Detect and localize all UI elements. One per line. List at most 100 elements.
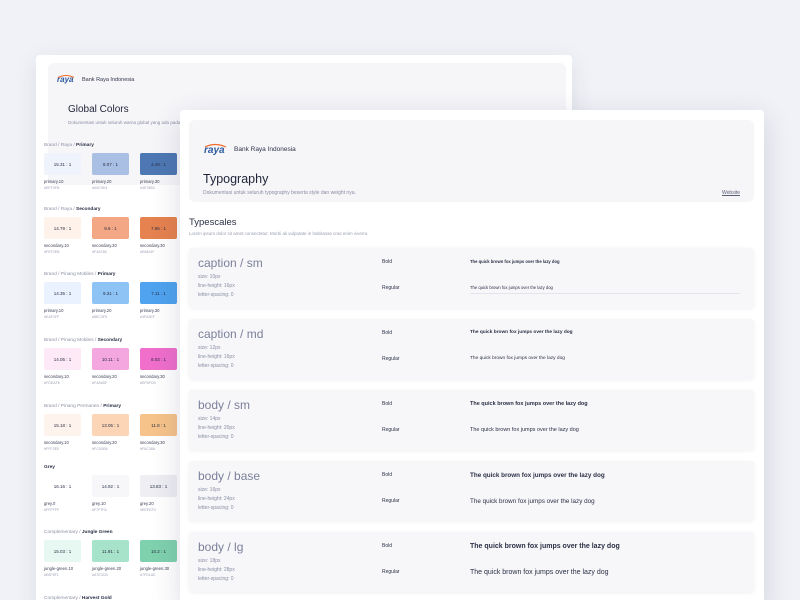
section-path: Complementary / bbox=[44, 530, 82, 535]
raya-logo: raya bbox=[57, 75, 75, 84]
sample-text-bold: The quick brown fox jumps over the lazy … bbox=[470, 401, 588, 407]
swatch-contrast-ratio: 10.11 : 1 bbox=[92, 348, 129, 370]
swatch-contrast-ratio: 16.16 : 1 bbox=[44, 475, 81, 497]
color-section: Grey 16.16 : 1 grey.0 #FFFFFF 14.92 : 1 grey.… bbox=[44, 465, 224, 512]
color-swatch[interactable]: 15.03 : 1 jungle-green.10 #E6F8F1 bbox=[44, 540, 81, 577]
svg-text:raya: raya bbox=[57, 75, 74, 84]
swatch-contrast-ratio: 4.49 : 1 bbox=[140, 153, 177, 175]
color-swatch[interactable]: 16.16 : 1 grey.0 #FFFFFF bbox=[44, 475, 81, 512]
swatch-contrast-ratio: 13.05 : 1 bbox=[92, 414, 129, 436]
typescale-line-height: line-height: 16px bbox=[198, 283, 235, 289]
swatch-hex-code: #F7F7FA bbox=[92, 508, 107, 512]
color-swatch[interactable]: 14.05 : 1 secondary.10 #FDEAF6 bbox=[44, 348, 81, 385]
section-name: Jungle Green bbox=[81, 530, 113, 535]
typescale-name: caption / md bbox=[198, 327, 264, 341]
swatch-contrast-ratio: 9.6 : 1 bbox=[92, 217, 129, 239]
swatch-hex-code: #4FA3EF bbox=[140, 315, 155, 319]
swatch-token-name: jungle-green.30 bbox=[140, 566, 170, 571]
color-swatch[interactable]: 9.6 : 1 secondary.20 #F4A785 bbox=[92, 217, 129, 254]
weight-label-bold: Bold bbox=[382, 472, 393, 478]
swatch-contrast-ratio: 7.11 : 1 bbox=[140, 282, 177, 304]
color-swatch[interactable]: 7.65 : 1 secondary.30 #E6824F bbox=[140, 217, 177, 254]
swatch-hex-code: #F4A785 bbox=[92, 250, 107, 254]
color-swatch[interactable]: 8.07 : 1 primary.20 #A9C0E4 bbox=[92, 153, 129, 190]
color-swatch[interactable]: 15.31 : 1 primary.10 #EFF3FB bbox=[44, 153, 81, 190]
color-swatch[interactable]: 9.31 : 1 primary.20 #8EC3F5 bbox=[92, 282, 129, 319]
swatch-contrast-ratio: 7.65 : 1 bbox=[140, 217, 177, 239]
brand-logo-row: raya Bank Raya Indonesia bbox=[203, 143, 296, 156]
color-swatch[interactable]: 10.11 : 1 secondary.20 #F4A6DF bbox=[92, 348, 129, 385]
weight-label-regular: Regular bbox=[382, 569, 400, 575]
swatch-hex-code: #A7E3CB bbox=[92, 573, 108, 577]
swatch-hex-code: #4E78B3 bbox=[140, 186, 155, 190]
typescale-row: caption / sm size: 10px line-height: 16px l… bbox=[189, 248, 754, 308]
color-swatch[interactable]: 13.05 : 1 secondary.20 #FCD5B6 bbox=[92, 414, 129, 451]
swatch-token-name: primary.20 bbox=[92, 308, 112, 313]
website-link[interactable]: Website bbox=[722, 190, 740, 196]
section-path: Brand / Pinang Mobiles / bbox=[44, 272, 98, 277]
color-section-label: Brand / Pinang Mobiles / Primary bbox=[44, 272, 224, 277]
swatch-hex-code: #EF6FCB bbox=[140, 381, 156, 385]
swatch-token-name: secondary.10 bbox=[44, 243, 69, 248]
section-name: Secondary bbox=[97, 338, 123, 343]
swatch-contrast-ratio: 15.31 : 1 bbox=[44, 153, 81, 175]
swatch-contrast-ratio: 8.03 : 1 bbox=[140, 348, 177, 370]
color-section-label: Complementary / Harvest Gold bbox=[44, 596, 224, 600]
section-name: Harvest Gold bbox=[81, 596, 112, 600]
swatch-token-name: secondary.20 bbox=[92, 440, 117, 445]
color-section-label: Brand / Raya / Primary bbox=[44, 143, 224, 148]
weight-label-bold: Bold bbox=[382, 259, 393, 265]
color-swatch[interactable]: 10.2 : 1 jungle-green.30 #7FD1AE bbox=[140, 540, 177, 577]
color-swatch[interactable]: 14.35 : 1 primary.10 #EAF1FF bbox=[44, 282, 81, 319]
section-path: Brand / Pinang Mobiles / bbox=[44, 338, 98, 343]
typescale-letter-spacing: letter-spacing: 0 bbox=[198, 576, 234, 582]
color-swatch[interactable]: 4.49 : 1 primary.30 #4E78B3 bbox=[140, 153, 177, 190]
swatch-hex-code: #E6824F bbox=[140, 250, 155, 254]
typescale-size: size: 16px bbox=[198, 487, 221, 493]
color-section: Complementary / Harvest Gold bbox=[44, 596, 224, 600]
typescale-size: size: 12px bbox=[198, 345, 221, 351]
color-swatch[interactable]: 7.11 : 1 primary.30 #4FA3EF bbox=[140, 282, 177, 319]
typescale-name: body / sm bbox=[198, 398, 251, 412]
raya-logo: raya bbox=[204, 143, 227, 156]
color-swatch[interactable]: 15.18 : 1 secondary.10 #FFF3EE bbox=[44, 414, 81, 451]
color-swatch[interactable]: 14.92 : 1 grey.10 #F7F7FA bbox=[92, 475, 129, 512]
typescale-name: caption / sm bbox=[198, 256, 263, 270]
sample-text-regular: The quick brown fox jumps over the lazy … bbox=[470, 356, 565, 361]
swatch-contrast-ratio: 15.03 : 1 bbox=[44, 540, 81, 562]
typescale-row: body / sm size: 14px line-height: 20px lett… bbox=[189, 390, 754, 450]
color-section-label: Complementary / Jungle Green bbox=[44, 530, 224, 535]
sample-text-bold: The quick brown fox jumps over the lazy … bbox=[470, 543, 620, 550]
brand-name: Bank Raya Indonesia bbox=[82, 76, 135, 83]
swatch-hex-code: #7FD1AE bbox=[140, 573, 156, 577]
color-swatch[interactable]: 8.03 : 1 secondary.30 #EF6FCB bbox=[140, 348, 177, 385]
swatch-token-name: grey.20 bbox=[140, 501, 154, 506]
brand-logo-row: raya Bank Raya Indonesia bbox=[56, 74, 134, 85]
weight-label-bold: Bold bbox=[382, 543, 393, 549]
color-swatch[interactable]: 11.8 : 1 secondary.30 #F6C38A bbox=[140, 414, 177, 451]
section-name: Secondary bbox=[76, 207, 101, 212]
color-swatch[interactable]: 14.79 : 1 secondary.10 #FEF2EB bbox=[44, 217, 81, 254]
sample-text-regular: The quick brown fox jumps over the lazy … bbox=[470, 569, 609, 576]
swatch-contrast-ratio: 14.35 : 1 bbox=[44, 282, 81, 304]
section-name: Primary bbox=[76, 143, 94, 148]
color-swatch[interactable]: 13.83 : 1 grey.20 #EEEEF3 bbox=[140, 475, 177, 512]
swatch-token-name: primary.30 bbox=[140, 308, 160, 313]
section-name: Grey bbox=[44, 465, 55, 470]
swatch-hex-code: #FDEAF6 bbox=[44, 381, 60, 385]
swatch-contrast-ratio: 13.83 : 1 bbox=[140, 475, 177, 497]
color-section: Brand / Raya / Primary 15.31 : 1 primary.1… bbox=[44, 143, 224, 190]
swatch-hex-code: #EEEEF3 bbox=[140, 508, 156, 512]
weight-label-regular: Regular bbox=[382, 285, 400, 291]
page-description: Dokumentasi untuk seluruh typography bes… bbox=[203, 190, 356, 196]
section-path: Brand / Pinang Permanen / bbox=[44, 404, 104, 409]
sample-text-bold: The quick brown fox jumps over the lazy … bbox=[470, 330, 573, 335]
color-section-label: Brand / Pinang Permanen / Primary bbox=[44, 404, 224, 409]
section-name: Primary bbox=[97, 272, 116, 277]
swatch-token-name: grey.10 bbox=[92, 501, 106, 506]
swatch-token-name: secondary.20 bbox=[92, 243, 117, 248]
section-path: Complementary / bbox=[44, 596, 82, 600]
color-swatch[interactable]: 11.91 : 1 jungle-green.20 #A7E3CB bbox=[92, 540, 129, 577]
swatch-contrast-ratio: 11.91 : 1 bbox=[92, 540, 129, 562]
swatch-token-name: primary.30 bbox=[140, 179, 160, 184]
